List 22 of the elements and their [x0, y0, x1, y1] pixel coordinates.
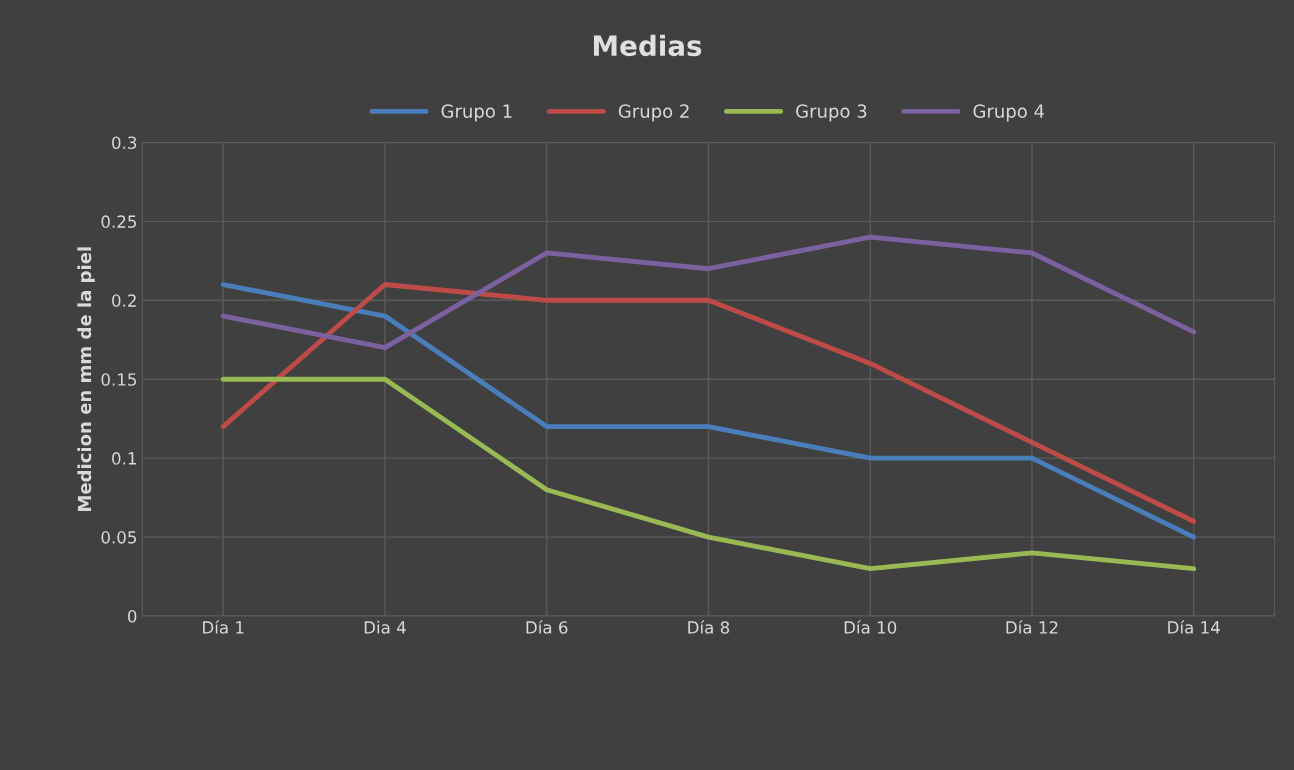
x-tick-label: Día 1 [203, 620, 244, 634]
chart-title: Medias [593, 34, 702, 57]
y-tick-label: 0.25 [101, 215, 137, 228]
legend-label: Grupo 1 [441, 104, 512, 122]
x-tick-label: Día 12 [1006, 620, 1058, 634]
y-tick-label: 0.15 [101, 373, 137, 386]
y-tick-label: 0.1 [112, 452, 136, 465]
line-series [220, 376, 1197, 572]
y-tick-label: 0.2 [112, 294, 136, 307]
y-axis-title: Medicion en mm de la piel [77, 247, 95, 511]
x-tick-label: Día 8 [688, 620, 730, 634]
y-tick-label: 0 [127, 609, 137, 623]
line-series [220, 234, 1197, 351]
y-tick-label: 0.3 [112, 136, 137, 150]
legend-label: Grupo 2 [618, 104, 689, 122]
legend-label: Grupo 3 [796, 104, 867, 122]
x-tick-label: Dia 4 [364, 620, 406, 634]
x-tick-label: Día 10 [844, 620, 897, 634]
legend-label: Grupo 4 [973, 104, 1045, 122]
x-tick-label: Día 14 [1168, 620, 1220, 634]
y-tick-label: 0.05 [101, 531, 137, 544]
x-tick-label: Día 6 [526, 620, 568, 634]
